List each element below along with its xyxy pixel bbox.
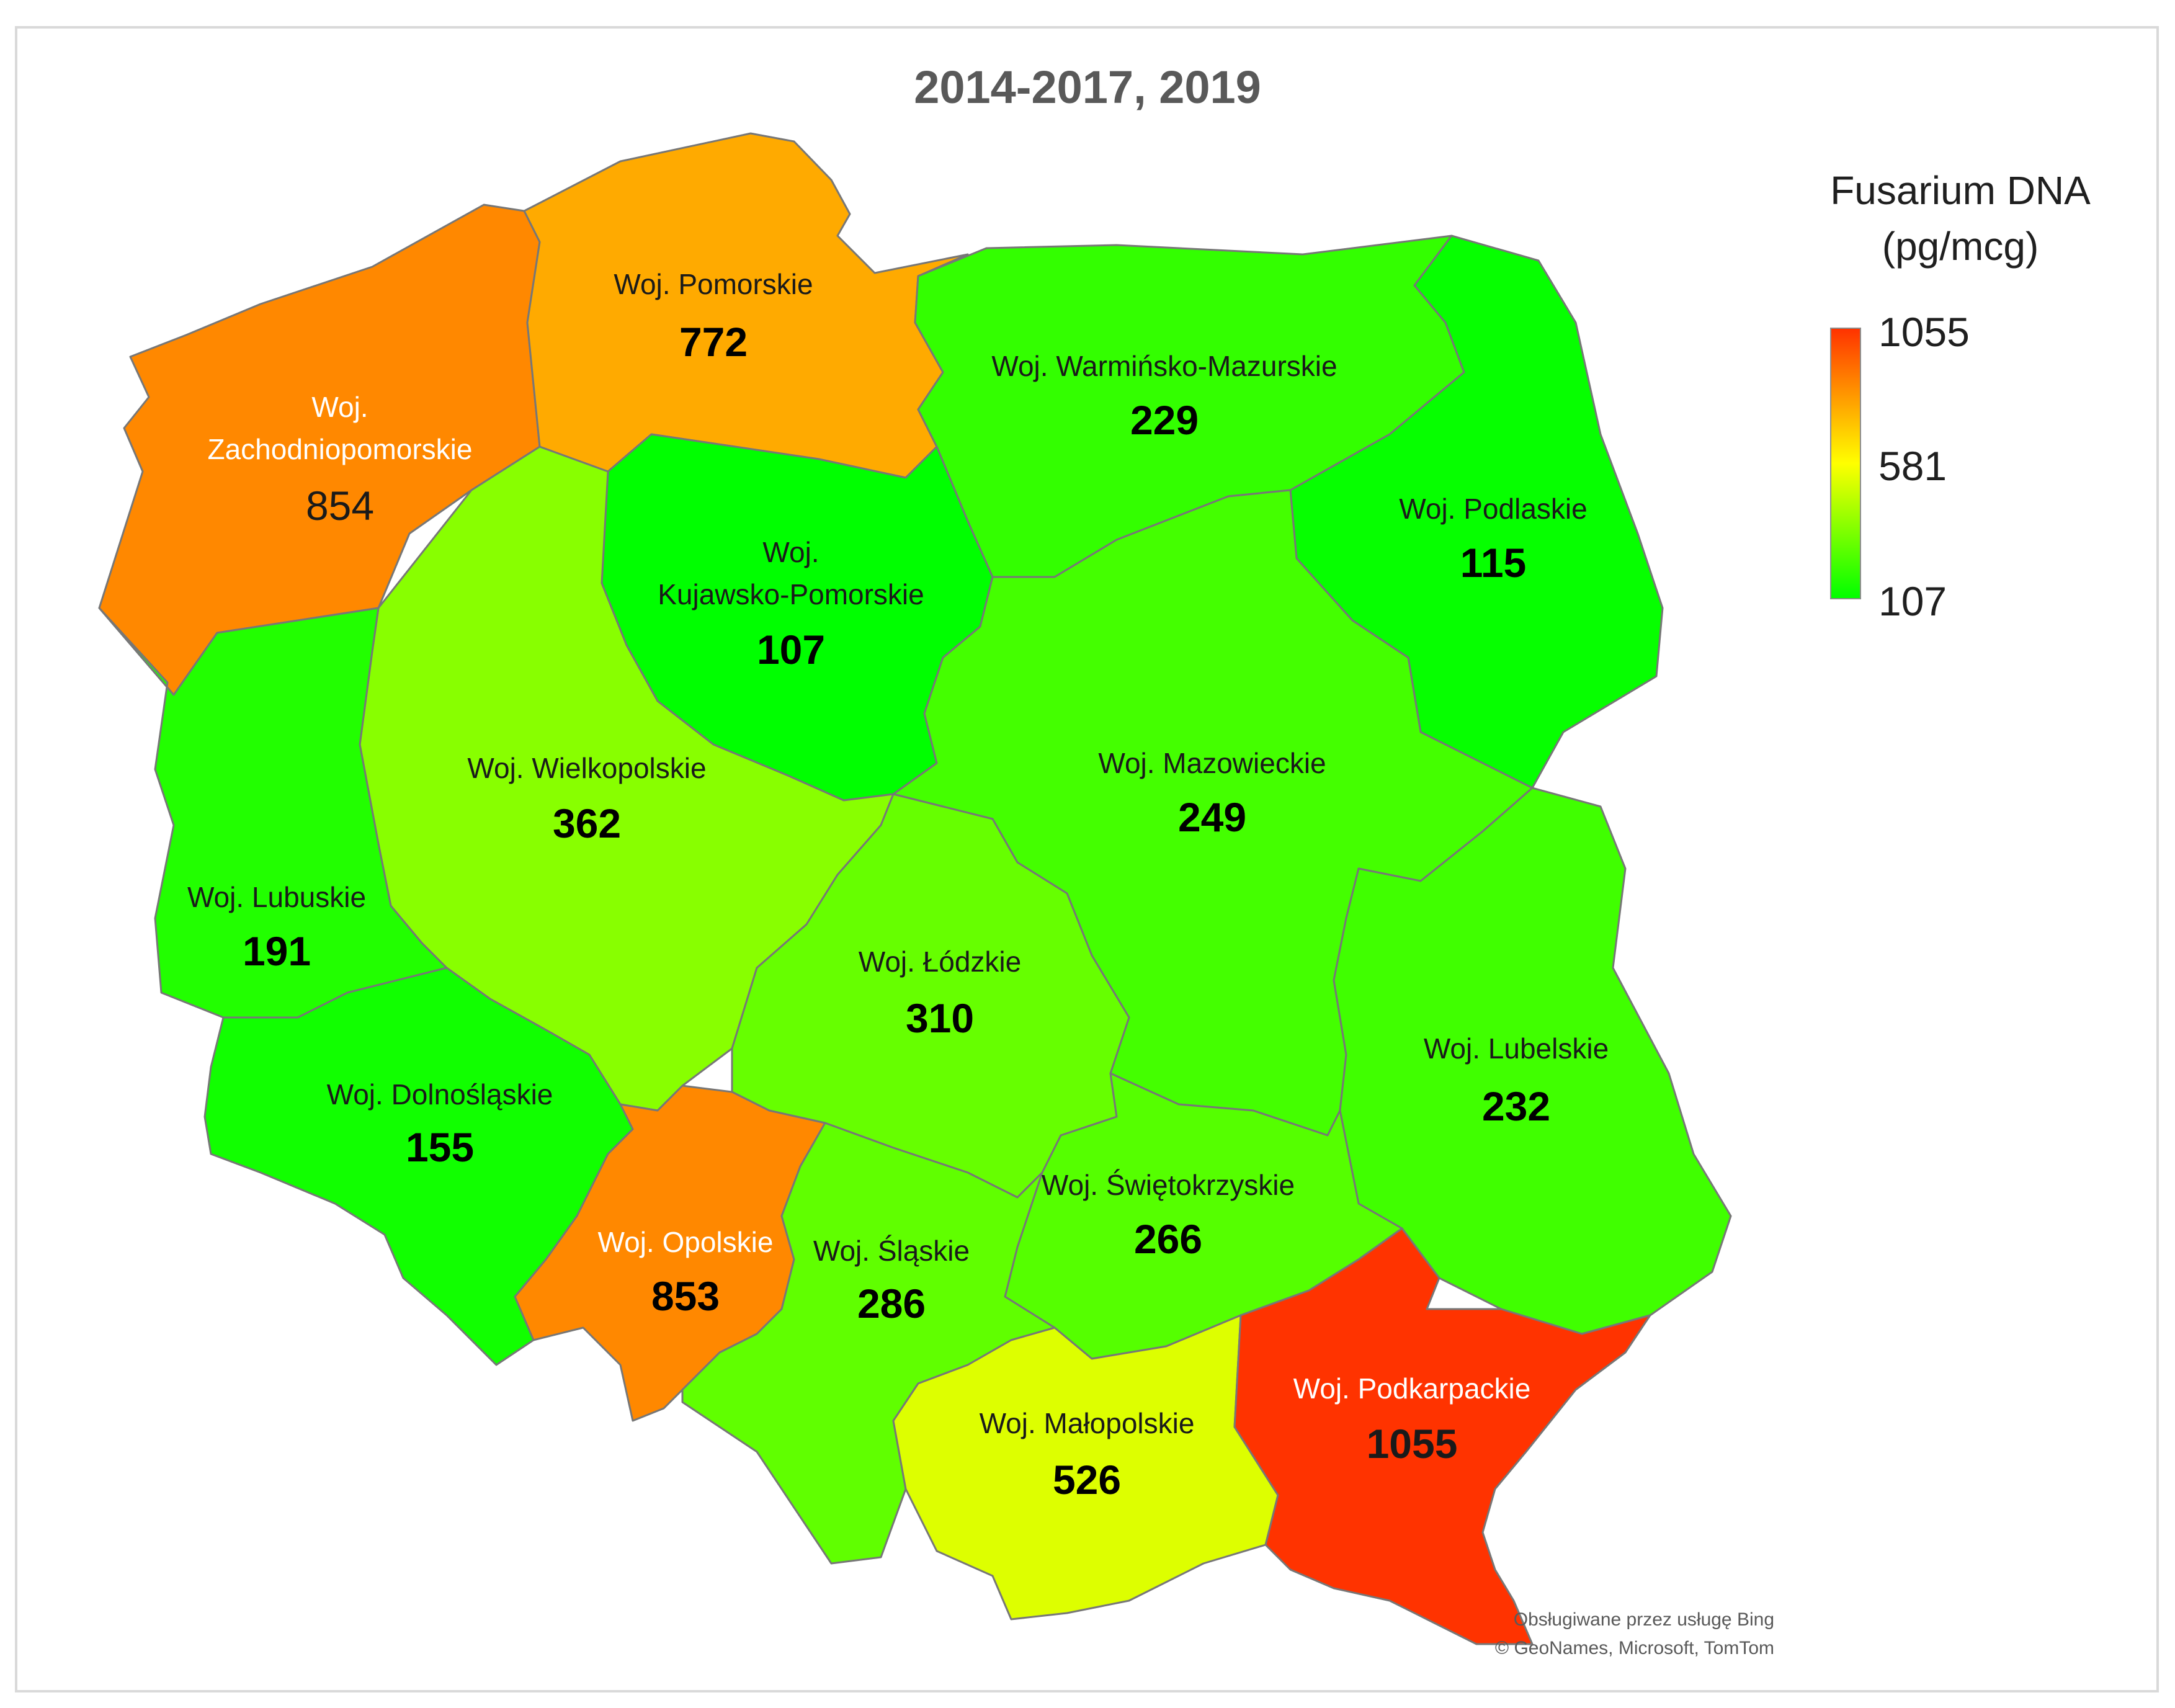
region-name: Woj. Wielkopolskie bbox=[467, 752, 706, 784]
region-value: 107 bbox=[757, 627, 825, 673]
region-shape-pomorskie[interactable] bbox=[523, 132, 969, 479]
label-podkarpackie: Woj. Podkarpackie 1055 bbox=[1293, 1372, 1531, 1467]
label-slaskie: Woj. Śląskie 286 bbox=[813, 1235, 970, 1326]
region-name: Woj. Łódzkie bbox=[859, 946, 1022, 978]
label-lodzkie: Woj. Łódzkie 310 bbox=[859, 946, 1022, 1041]
region-name: Woj. Mazowieckie bbox=[1098, 747, 1326, 779]
label-malopolskie: Woj. Małopolskie 526 bbox=[980, 1407, 1195, 1503]
region-value: 249 bbox=[1178, 794, 1246, 840]
region-value: 229 bbox=[1130, 397, 1199, 443]
attribution-provider: Obsługiwane przez usługę Bing bbox=[1513, 1609, 1774, 1630]
label-kujawsko-pomorskie: Woj. Kujawsko-Pomorskie 107 bbox=[658, 536, 924, 673]
region-name: Woj. Warmińsko-Mazurskie bbox=[991, 350, 1337, 382]
region-shape-lubelskie[interactable] bbox=[1333, 787, 1732, 1335]
label-mazowieckie: Woj. Mazowieckie 249 bbox=[1098, 747, 1326, 840]
legend-max-label: 1055 bbox=[1878, 309, 1970, 355]
region-value: 362 bbox=[553, 800, 621, 846]
label-zachodniopomorskie: Woj. Zachodniopomorskie 854 bbox=[207, 391, 472, 529]
region-name: Woj. Podlaskie bbox=[1399, 493, 1587, 525]
region-name: Woj. Opolskie bbox=[598, 1226, 774, 1258]
region-name: Woj. bbox=[762, 536, 819, 568]
legend-color-scale bbox=[1830, 328, 1861, 599]
region-shape-podkarpackie[interactable] bbox=[1233, 1227, 1651, 1645]
legend-min-label: 107 bbox=[1878, 578, 1947, 624]
region-name: Woj. Lubuskie bbox=[187, 881, 366, 913]
region-name: Zachodniopomorskie bbox=[207, 433, 472, 465]
region-value: 191 bbox=[243, 928, 311, 974]
region-value: 526 bbox=[1053, 1457, 1121, 1503]
region-shape-slaskie[interactable] bbox=[681, 1122, 1056, 1565]
region-name: Woj. Podkarpackie bbox=[1293, 1372, 1531, 1405]
legend-unit: (pg/mcg) bbox=[1882, 224, 2039, 269]
region-value: 286 bbox=[857, 1281, 926, 1326]
region-value: 1055 bbox=[1367, 1421, 1458, 1467]
region-name: Woj. Małopolskie bbox=[980, 1407, 1195, 1439]
label-swietokrzyskie: Woj. Świętokrzyskie 266 bbox=[1042, 1169, 1295, 1262]
region-value: 310 bbox=[906, 995, 974, 1041]
label-dolnoslaskie: Woj. Dolnośląskie 155 bbox=[327, 1078, 553, 1170]
attribution-copyright: © GeoNames, Microsoft, TomTom bbox=[1495, 1638, 1774, 1658]
region-value: 266 bbox=[1134, 1216, 1202, 1262]
legend-title-line: Fusarium DNA bbox=[1830, 168, 2091, 213]
label-wielkopolskie: Woj. Wielkopolskie 362 bbox=[467, 752, 706, 846]
region-name: Woj. Dolnośląskie bbox=[327, 1078, 553, 1111]
label-opolskie: Woj. Opolskie 853 bbox=[598, 1226, 774, 1319]
map-attribution: Obsługiwane przez usługę Bing © GeoNames… bbox=[1365, 1606, 1774, 1663]
label-podlaskie: Woj. Podlaskie 115 bbox=[1399, 493, 1587, 586]
region-value: 854 bbox=[306, 483, 374, 529]
label-warminsko-mazurskie: Woj. Warmińsko-Mazurskie 229 bbox=[991, 350, 1337, 443]
legend-title: Fusarium DNA (pg/mcg) bbox=[1787, 163, 2134, 274]
label-lubelskie: Woj. Lubelskie 232 bbox=[1424, 1032, 1609, 1129]
region-value: 232 bbox=[1482, 1083, 1550, 1129]
map-title: 2014-2017, 2019 bbox=[914, 61, 1261, 113]
region-value: 155 bbox=[406, 1124, 474, 1170]
region-name: Woj. Lubelskie bbox=[1424, 1032, 1609, 1065]
legend-mid-label: 581 bbox=[1878, 443, 1947, 489]
label-lubuskie: Woj. Lubuskie 191 bbox=[187, 881, 366, 974]
label-pomorskie: Woj. Pomorskie 772 bbox=[614, 268, 813, 365]
region-name: Woj. Pomorskie bbox=[614, 268, 813, 300]
region-name: Kujawsko-Pomorskie bbox=[658, 578, 924, 610]
region-name: Woj. Świętokrzyskie bbox=[1042, 1169, 1295, 1201]
region-value: 115 bbox=[1460, 540, 1526, 586]
region-value: 853 bbox=[651, 1273, 720, 1319]
region-name: Woj. Śląskie bbox=[813, 1235, 970, 1267]
region-value: 772 bbox=[679, 319, 748, 365]
region-name: Woj. bbox=[311, 391, 368, 423]
